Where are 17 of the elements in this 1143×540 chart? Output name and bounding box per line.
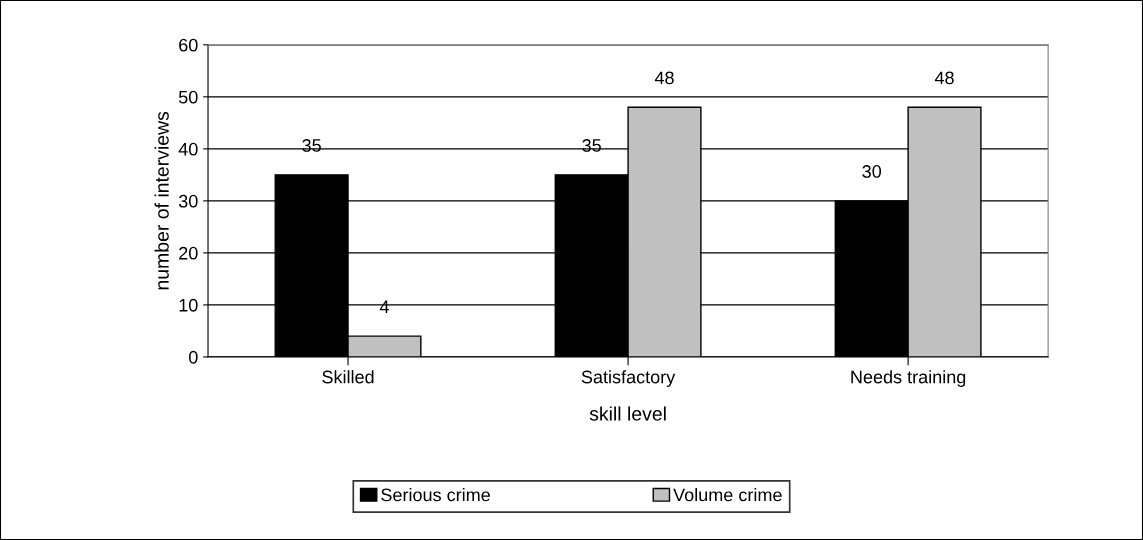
legend-label: Volume crime (673, 488, 782, 502)
x-axis-title: skill level (589, 406, 666, 421)
legend-label: Serious crime (381, 488, 490, 502)
y-tick-label: 10 (179, 298, 198, 312)
y-axis-title: number of interviews (154, 111, 169, 290)
y-tick-label: 60 (179, 38, 198, 52)
y-tick-label: 20 (179, 246, 198, 260)
y-tick-label: 50 (178, 90, 198, 104)
y-tick-label: 30 (178, 194, 198, 208)
y-tick-label: 0 (188, 350, 198, 364)
data-label: 48 (934, 71, 954, 85)
data-label: 48 (654, 71, 674, 85)
x-tick-label: Skilled (322, 370, 374, 384)
x-tick-label: Satisfactory (581, 370, 676, 387)
y-tick-label: 40 (178, 142, 198, 156)
data-label: 30 (862, 165, 882, 178)
x-tick-label: Needs training (851, 370, 966, 387)
